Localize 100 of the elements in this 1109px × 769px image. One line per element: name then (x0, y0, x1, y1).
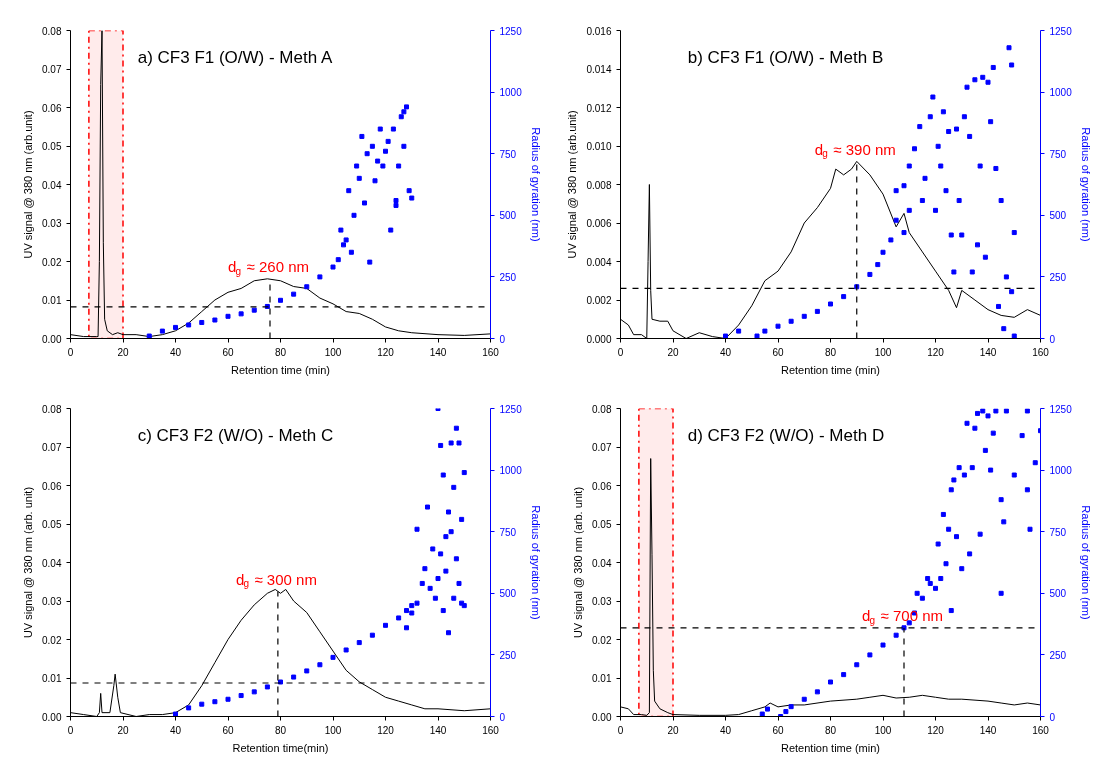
x-tick-label: 40 (169, 724, 182, 736)
y2-tick-label: 1000 (1049, 465, 1073, 477)
y-tick-label: 0.05 (42, 141, 62, 152)
y2-tick-label: 1000 (499, 465, 523, 477)
y2-tick-label: 500 (499, 588, 517, 600)
y-tick-label: 0.03 (592, 596, 612, 607)
y2-tick-label: 1250 (1049, 403, 1073, 415)
x-tick-label: 100 (874, 724, 892, 736)
y-tick-label: 0.07 (42, 442, 62, 453)
y2-tick-label: 500 (1049, 210, 1067, 222)
text: b) CF3 F1 (O/W) - Meth B (687, 48, 884, 68)
y2-axis-title: Radius of gyration (nm) (529, 505, 542, 620)
x-tick-label: 80 (274, 724, 287, 736)
x-tick-label: 60 (772, 346, 784, 358)
x-tick-label: 140 (979, 724, 997, 736)
x-axis-title: Retention time (min) (780, 363, 881, 376)
y-tick-label: 0.02 (42, 256, 62, 268)
x-tick-label: 100 (874, 346, 892, 358)
x-tick-label: 140 (429, 724, 447, 736)
y2-tick-label: 500 (499, 210, 517, 222)
y2-tick-label: 250 (499, 271, 517, 283)
x-tick-label: 20 (117, 724, 129, 736)
y-tick-label: 0.06 (592, 480, 612, 492)
x-tick-label: 160 (482, 346, 500, 358)
y2-tick-label: 750 (1049, 148, 1067, 160)
y-tick-label: 0.05 (592, 519, 612, 530)
y2-tick-label: 250 (1049, 649, 1067, 661)
y-tick-label: 0.08 (42, 25, 62, 37)
text: d) CF3 F2 (W/O) - Meth D (687, 426, 885, 446)
x-tick-label: 120 (927, 724, 945, 736)
x-tick-label: 100 (324, 346, 342, 358)
y-tick-label: 0.07 (592, 442, 612, 453)
y-tick-label: 0.02 (592, 634, 612, 646)
x-tick-label: 60 (222, 724, 234, 736)
y-tick-label: 0.07 (42, 64, 62, 75)
y2-tick-label: 750 (499, 148, 517, 160)
y-tick-label: 0.03 (42, 218, 62, 229)
x-tick-label: 60 (772, 724, 784, 736)
y-tick-label: 0.05 (42, 519, 62, 530)
x-tick-label: 120 (377, 724, 395, 736)
y-tick-label: 0.008 (586, 179, 612, 191)
x-tick-label: 80 (824, 346, 837, 358)
y-tick-label: 0.012 (586, 102, 612, 114)
y2-tick-label: 0 (1049, 333, 1056, 345)
y2-tick-label: 750 (499, 526, 517, 538)
y2-axis-title: Radius of gyration (nm) (1079, 505, 1092, 620)
x-tick-label: 40 (719, 724, 732, 736)
x-tick-label: 0 (617, 724, 624, 736)
x-tick-label: 40 (169, 346, 182, 358)
text: a) CF3 F1 (O/W) - Meth A (137, 48, 333, 68)
y-tick-label: 0.002 (586, 295, 612, 306)
y-axis-title: UV signal @ 380 nm (arb. unit) (22, 486, 35, 639)
x-axis-title: Retention time(min) (232, 741, 329, 754)
x-tick-label: 140 (429, 346, 447, 358)
y-tick-label: 0.01 (592, 673, 612, 684)
y-tick-label: 0.04 (42, 557, 62, 569)
y2-tick-label: 250 (499, 649, 517, 661)
y2-axis-title: Radius of gyration (nm) (529, 127, 542, 242)
x-tick-label: 140 (979, 346, 997, 358)
y2-tick-label: 1000 (499, 87, 523, 99)
x-tick-label: 0 (67, 346, 74, 358)
x-tick-label: 0 (617, 346, 624, 358)
y2-tick-label: 1250 (499, 403, 523, 415)
y2-axis-title: Radius of gyration (nm) (1079, 127, 1092, 242)
x-tick-label: 40 (719, 346, 732, 358)
y-tick-label: 0.04 (592, 557, 612, 569)
x-tick-label: 160 (482, 724, 500, 736)
x-tick-label: 100 (324, 724, 342, 736)
y-tick-label: 0.04 (42, 179, 62, 191)
y-tick-label: 0.06 (42, 480, 62, 492)
y-axis-title: UV signal @ 380 nm (arb.unit) (566, 110, 579, 259)
y-tick-label: 0.00 (42, 711, 62, 723)
x-tick-label: 160 (1032, 724, 1050, 736)
y2-tick-label: 0 (499, 711, 506, 723)
y2-tick-label: 1000 (1049, 87, 1073, 99)
x-tick-label: 60 (222, 346, 234, 358)
x-axis-title: Retention time (min) (230, 363, 331, 376)
y2-tick-label: 0 (1049, 711, 1056, 723)
x-tick-label: 80 (824, 724, 837, 736)
y-tick-label: 0.010 (586, 141, 612, 152)
x-tick-label: 120 (927, 346, 945, 358)
y-tick-label: 0.08 (42, 403, 62, 415)
x-tick-label: 160 (1032, 346, 1050, 358)
y-tick-label: 0.03 (42, 596, 62, 607)
x-tick-label: 120 (377, 346, 395, 358)
x-tick-label: 20 (667, 724, 679, 736)
y2-tick-label: 500 (1049, 588, 1067, 600)
y-axis-title: UV signal @ 380 nm (arb.unit) (22, 110, 35, 259)
x-tick-label: 20 (667, 346, 679, 358)
y-tick-label: 0.00 (592, 711, 612, 723)
y-tick-label: 0.08 (592, 403, 612, 415)
y2-tick-label: 0 (499, 333, 506, 345)
y-tick-label: 0.000 (586, 333, 612, 345)
y2-tick-label: 1250 (499, 25, 523, 37)
y-axis-title: UV signal @ 380 nm (arb. unit) (572, 486, 585, 639)
y-tick-label: 0.00 (42, 333, 62, 345)
x-tick-label: 20 (117, 346, 129, 358)
y-tick-label: 0.006 (586, 218, 612, 229)
y-tick-label: 0.01 (42, 295, 62, 306)
y-tick-label: 0.016 (586, 25, 612, 37)
